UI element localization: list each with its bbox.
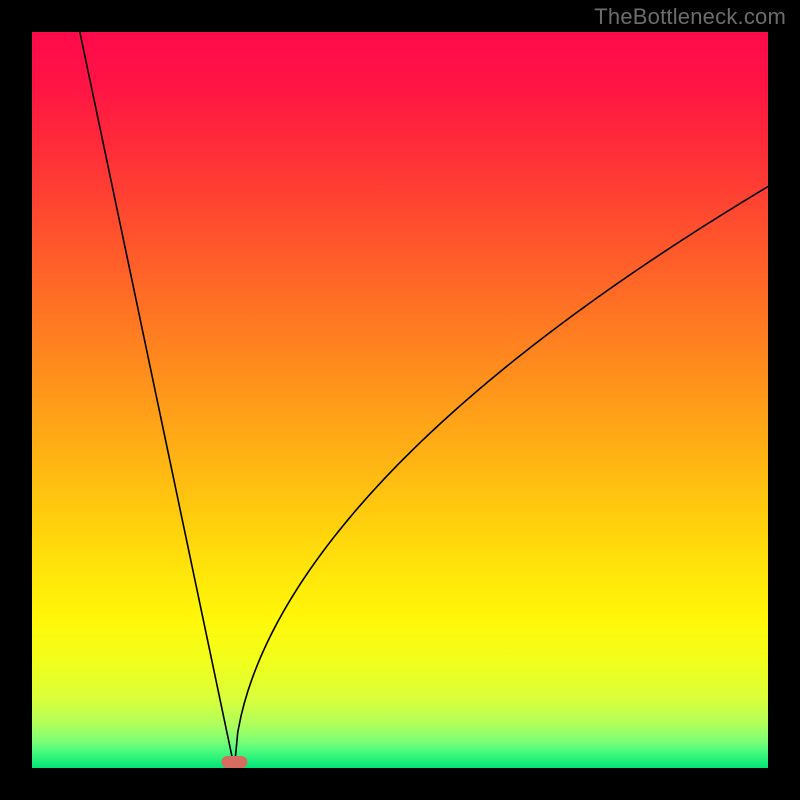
watermark-text: TheBottleneck.com [594,4,786,30]
chart-svg [32,32,768,768]
min-bottleneck-marker [221,756,247,768]
chart-background [32,32,768,768]
bottleneck-chart [32,32,768,768]
